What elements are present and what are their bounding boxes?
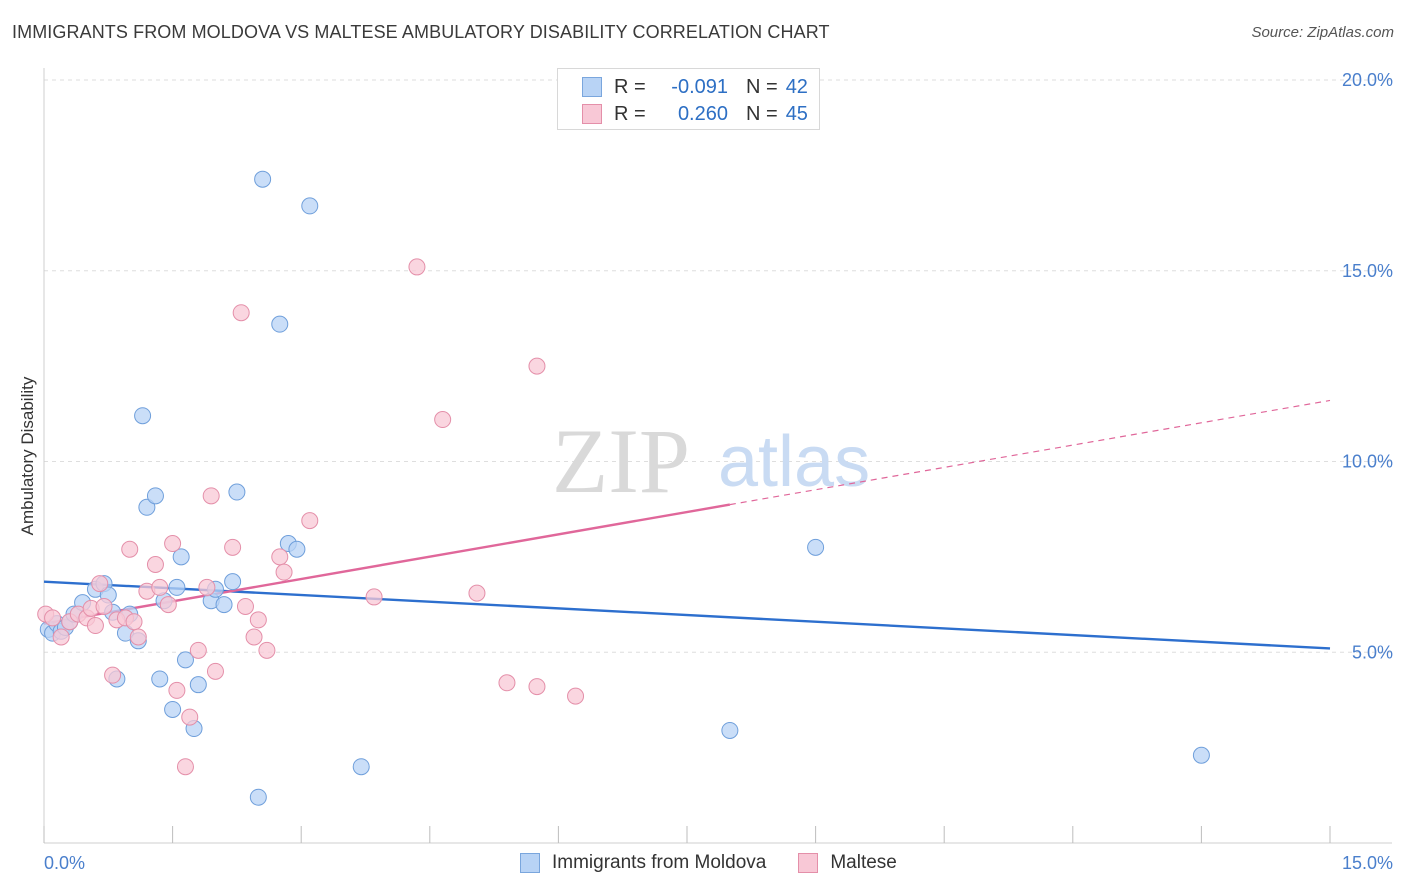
tick-labels: 5.0% 10.0% 15.0% 20.0% 0.0% 15.0%: [44, 70, 1393, 873]
blue-point: [189, 676, 207, 694]
pink-point: [408, 258, 426, 276]
pink-point: [91, 575, 109, 593]
blue-point: [138, 498, 156, 516]
pink-point: [258, 641, 276, 659]
pink-point: [249, 611, 267, 629]
blue-point: [228, 483, 246, 501]
pink-swatch: [582, 104, 602, 124]
blue-swatch: [582, 77, 602, 97]
n-value: 42: [785, 75, 808, 98]
blue-point: [249, 788, 267, 806]
pink-point: [146, 556, 164, 574]
pink-point: [206, 662, 224, 680]
x-tick-label: 0.0%: [44, 853, 85, 873]
pink-point: [168, 681, 186, 699]
blue-point: [215, 596, 233, 614]
blue-point: [172, 548, 190, 566]
grid-lines: [44, 79, 1392, 653]
y-tick-label: 15.0%: [1342, 261, 1393, 281]
blue-point: [721, 721, 739, 739]
blue-trend-line: [43, 580, 1331, 650]
series-legend: Immigrants from Moldova Maltese: [520, 852, 929, 874]
pink-point: [181, 708, 199, 726]
blue-point: [1192, 746, 1210, 764]
blue-point: [224, 573, 242, 591]
pink-point: [151, 578, 169, 596]
blue-point: [164, 700, 182, 718]
r-label: R =: [614, 75, 646, 98]
blue-point: [254, 170, 272, 188]
blue-point: [168, 578, 186, 596]
pink-point: [86, 617, 104, 635]
pink-point: [104, 666, 122, 684]
blue-point: [134, 407, 152, 425]
blue-point: [301, 197, 319, 215]
blue-point: [146, 487, 164, 505]
pink-point: [245, 628, 263, 646]
pink-point: [301, 512, 319, 530]
blue-swatch: [520, 853, 540, 873]
pink-point: [176, 758, 194, 776]
pink-point: [498, 674, 516, 692]
stats-legend: R = -0.091 N = 42 R = 0.260 N = 45: [557, 68, 820, 130]
watermark: ZIP atlas: [552, 410, 870, 512]
pink-point: [365, 588, 383, 606]
r-value: 0.260: [677, 102, 728, 125]
legend-label: Immigrants from Moldova: [552, 852, 767, 873]
watermark-atlas: atlas: [718, 422, 870, 502]
legend-item-maltese[interactable]: Maltese: [798, 852, 897, 874]
legend-label: Maltese: [830, 852, 897, 873]
y-tick-label: 20.0%: [1342, 70, 1393, 90]
stats-row-moldova: R = -0.091 N = 42: [582, 75, 808, 99]
pink-point: [567, 687, 585, 705]
pink-point: [44, 609, 62, 627]
blue-point: [176, 651, 194, 669]
blue-point: [271, 315, 289, 333]
axes: [43, 68, 1392, 844]
pink-point: [224, 538, 242, 556]
y-axis-label: Ambulatory Disability: [18, 376, 37, 535]
pink-trend-extension: [729, 399, 1331, 506]
pink-point: [189, 641, 207, 659]
r-value: -0.091: [671, 75, 728, 98]
legend-item-moldova[interactable]: Immigrants from Moldova: [520, 852, 766, 874]
pink-point: [528, 357, 546, 375]
blue-point: [807, 538, 825, 556]
pink-point: [236, 597, 254, 615]
pink-point: [125, 613, 143, 631]
y-tick-label: 5.0%: [1352, 642, 1393, 662]
source-credit: Source: ZipAtlas.com: [1251, 24, 1394, 41]
pink-point: [159, 596, 177, 614]
pink-point: [271, 548, 289, 566]
pink-point: [198, 578, 216, 596]
r-label: R =: [614, 102, 646, 125]
pink-point: [164, 535, 182, 553]
n-value: 45: [785, 102, 808, 125]
pink-point: [275, 563, 293, 581]
pink-point: [468, 584, 486, 602]
chart-title: IMMIGRANTS FROM MOLDOVA VS MALTESE AMBUL…: [12, 22, 830, 42]
data-points: [37, 170, 1210, 806]
n-label: N =: [746, 102, 778, 125]
y-tick-label: 10.0%: [1342, 452, 1393, 472]
pink-point: [52, 628, 70, 646]
stats-row-maltese: R = 0.260 N = 45: [582, 102, 808, 126]
pink-trend-line: [43, 503, 731, 625]
pink-swatch: [798, 853, 819, 873]
blue-point: [151, 670, 169, 688]
pink-point: [95, 597, 113, 615]
pink-point: [129, 628, 147, 646]
pink-point: [528, 678, 546, 696]
pink-point: [121, 540, 139, 558]
blue-point: [288, 540, 306, 558]
pink-point: [232, 304, 250, 322]
blue-point: [352, 758, 370, 776]
x-tick-label: 15.0%: [1342, 853, 1393, 873]
pink-point: [434, 411, 452, 429]
n-label: N =: [746, 75, 778, 98]
watermark-zip: ZIP: [552, 410, 690, 512]
pink-point: [202, 487, 220, 505]
